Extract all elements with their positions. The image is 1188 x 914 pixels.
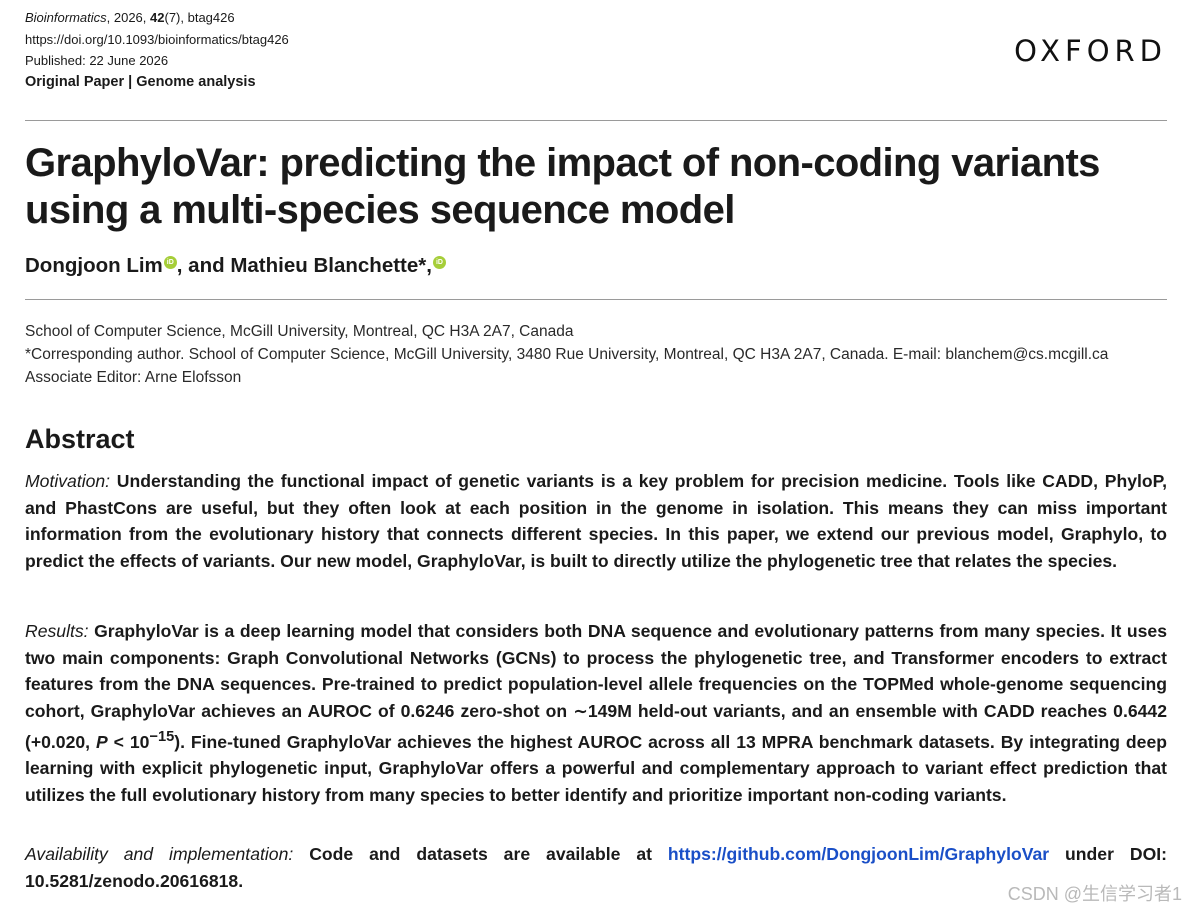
author-name[interactable]: Dongjoon Lim <box>25 254 163 277</box>
citation-line: Bioinformatics, 2026, 42(7), btag426 <box>25 7 289 29</box>
results-paragraph: Results: GraphyloVar is a deep learning … <box>25 618 1167 808</box>
affiliation-line: School of Computer Science, McGill Unive… <box>25 323 574 340</box>
motivation-label: Motivation: <box>25 471 111 491</box>
authors-divider <box>25 299 1167 300</box>
article-title: GraphyloVar: predicting the impact of no… <box>25 141 1100 232</box>
header-divider <box>25 120 1167 121</box>
abstract-heading: Abstract <box>25 424 135 454</box>
availability-label: Availability and implementation: <box>25 844 294 864</box>
author-list: Dongjoon Lim iD, and Mathieu Blanchette*,… <box>25 254 446 278</box>
article-metadata: Bioinformatics, 2026, 42(7), btag426 htt… <box>25 7 289 93</box>
results-text: GraphyloVar is a deep learning model tha… <box>25 621 1167 752</box>
results-text-continued: ). Fine-tuned GraphyloVar achieves the h… <box>25 731 1167 805</box>
orcid-icon[interactable]: iD <box>432 256 446 270</box>
issue-article: (7), btag426 <box>164 10 235 25</box>
citation-year: , 2026, <box>106 10 151 25</box>
doi-link[interactable]: https://doi.org/10.1093/bioinformatics/b… <box>25 31 289 47</box>
doi-text: under DOI: 10.5281/zenodo.20616818. <box>25 844 1168 891</box>
corresponding-mark: *, <box>418 254 432 277</box>
author-name[interactable]: Mathieu Blanchette <box>230 254 419 277</box>
corresponding-author-line: *Corresponding author. School of Compute… <box>25 346 1109 363</box>
volume: 42 <box>150 10 165 25</box>
p-value-symbol: P <box>95 731 108 752</box>
results-label: Results: <box>25 621 89 641</box>
github-link[interactable]: https://github.com/DongjoonLim/GraphyloV… <box>667 844 1050 864</box>
availability-text: Code and datasets are available at <box>293 844 668 864</box>
journal-name: Bioinformatics <box>25 10 107 25</box>
p-value-exponent: −15 <box>149 729 175 745</box>
p-value-comparison: < 10 <box>107 731 150 752</box>
section-label: Original Paper | Genome analysis <box>25 73 256 90</box>
availability-paragraph: Availability and implementation: Code an… <box>25 841 1167 894</box>
affiliations: School of Computer Science, McGill Unive… <box>25 320 1108 389</box>
published-date: Published: 22 June 2026 <box>25 53 169 68</box>
oxford-logo: OXFORD <box>1014 34 1167 68</box>
watermark: CSDN @生信学习者1 <box>1007 884 1182 904</box>
orcid-icon[interactable]: iD <box>163 256 177 270</box>
motivation-text: Understanding the functional impact of g… <box>25 471 1167 571</box>
author-separator: , and <box>176 254 231 277</box>
associate-editor-line: Associate Editor: Arne Elofsson <box>25 369 242 386</box>
motivation-paragraph: Motivation: Understanding the functional… <box>25 468 1167 574</box>
